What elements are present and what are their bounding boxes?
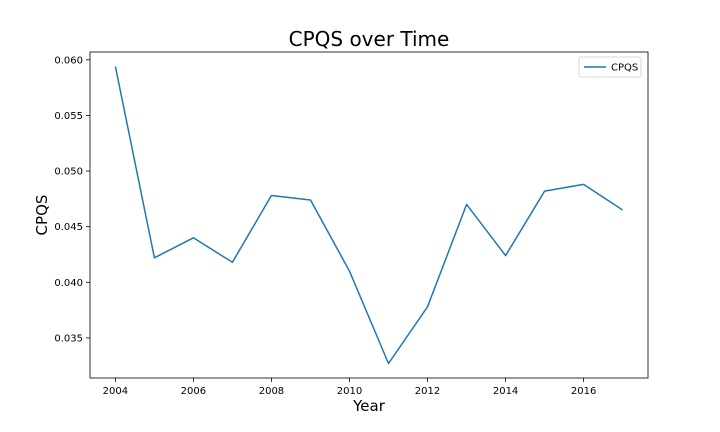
x-axis-label: Year xyxy=(352,397,386,415)
data-point xyxy=(309,198,312,201)
y-tick-label: 0.040 xyxy=(54,278,83,289)
x-tick-label: 2006 xyxy=(181,386,206,397)
data-point xyxy=(270,194,273,197)
y-tick-label: 0.050 xyxy=(54,167,83,178)
plot-frame xyxy=(89,51,649,379)
plot-area: 2004 2006 2008 2010 2012 2014 2016 0.035 0.040 0.… xyxy=(54,51,649,397)
data-point xyxy=(582,183,585,186)
y-axis-label: CPQS xyxy=(33,195,51,236)
legend-box xyxy=(578,56,642,78)
data-point xyxy=(504,254,507,257)
y-tick-label: 0.055 xyxy=(54,111,83,122)
y-tick-label: 0.060 xyxy=(54,55,83,66)
x-tick-label: 2016 xyxy=(571,386,596,397)
x-tick-label: 2012 xyxy=(415,386,440,397)
data-point xyxy=(231,261,234,264)
data-point xyxy=(543,190,546,193)
chart-title: CPQS over Time xyxy=(289,27,450,51)
x-tick-label: 2010 xyxy=(337,386,362,397)
series-line-cpqs xyxy=(114,66,624,365)
data-point xyxy=(153,256,156,259)
y-tick-label: 0.035 xyxy=(54,333,83,344)
data-point xyxy=(387,362,390,365)
x-tick-label: 2008 xyxy=(259,386,284,397)
y-tick-label: 0.045 xyxy=(54,222,83,233)
data-point xyxy=(114,65,117,68)
x-tick-label: 2014 xyxy=(493,386,518,397)
data-point xyxy=(465,203,468,206)
data-point xyxy=(426,305,429,308)
data-point xyxy=(192,236,195,239)
x-tick-label: 2004 xyxy=(103,386,128,397)
data-point xyxy=(348,270,351,273)
legend-label: CPQS xyxy=(611,63,638,74)
data-point xyxy=(621,208,624,211)
